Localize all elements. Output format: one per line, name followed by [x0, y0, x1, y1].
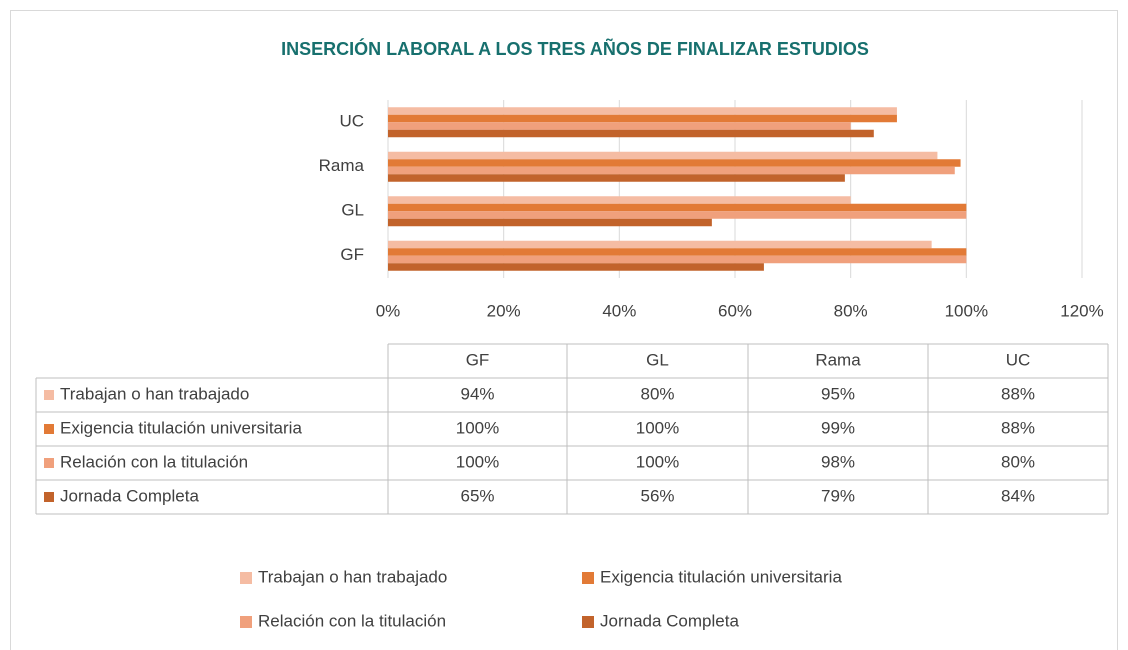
bar	[388, 174, 845, 182]
y-tick-label: GL	[341, 201, 364, 220]
bar	[388, 107, 897, 115]
table-cell: 88%	[1001, 418, 1035, 437]
bar	[388, 218, 712, 227]
y-tick-label: UC	[339, 112, 364, 131]
x-tick-label: 120%	[1060, 301, 1103, 320]
legend-key	[44, 424, 54, 434]
x-tick-label: 60%	[718, 301, 752, 320]
legend-label: Relación con la titulación	[258, 611, 446, 630]
table-cell: 80%	[1001, 452, 1035, 471]
bar	[388, 114, 897, 123]
bar	[388, 166, 955, 175]
bar	[388, 203, 967, 212]
x-tick-label: 40%	[602, 301, 636, 320]
table-header: Rama	[815, 350, 861, 369]
table-cell: 56%	[640, 486, 674, 505]
x-tick-label: 80%	[834, 301, 868, 320]
table-row-label: Jornada Completa	[60, 486, 199, 505]
table-cell: 100%	[456, 452, 499, 471]
table-header: UC	[1006, 350, 1031, 369]
table-cell: 98%	[821, 452, 855, 471]
chart-title: INSERCIÓN LABORAL A LOS TRES AÑOS DE FIN…	[281, 38, 869, 59]
bar	[388, 211, 967, 219]
table-cell: 80%	[640, 384, 674, 403]
table-cell: 95%	[821, 384, 855, 403]
table-header: GL	[646, 350, 669, 369]
legend-key	[240, 572, 252, 584]
table-header: GF	[466, 350, 490, 369]
legend-label: Trabajan o han trabajado	[258, 567, 447, 586]
table-row-label: Relación con la titulación	[60, 452, 248, 471]
legend-label: Exigencia titulación universitaria	[600, 567, 842, 586]
bar	[388, 263, 764, 271]
table-cell: 94%	[460, 384, 494, 403]
y-tick-label: Rama	[319, 156, 365, 175]
chart-border	[10, 10, 1118, 650]
bar	[388, 159, 961, 167]
table-cell: 65%	[460, 486, 494, 505]
x-tick-label: 100%	[945, 301, 988, 320]
table-row-label: Exigencia titulación universitaria	[60, 418, 302, 437]
legend-key	[582, 572, 594, 584]
bar	[388, 240, 932, 249]
legend-label: Jornada Completa	[600, 611, 739, 630]
table-cell: 100%	[456, 418, 499, 437]
table-cell: 100%	[636, 452, 679, 471]
legend-key	[240, 616, 252, 628]
x-tick-label: 20%	[487, 301, 521, 320]
bar	[388, 129, 874, 138]
legend-key	[582, 616, 594, 628]
table-cell: 100%	[636, 418, 679, 437]
bar	[388, 255, 967, 264]
bar	[388, 196, 851, 204]
table-cell: 99%	[821, 418, 855, 437]
y-tick-label: GF	[340, 245, 364, 264]
legend-key	[44, 492, 54, 502]
x-tick-label: 0%	[376, 301, 401, 320]
table-cell: 84%	[1001, 486, 1035, 505]
legend-key	[44, 390, 54, 400]
bar	[388, 122, 851, 130]
table-row-label: Trabajan o han trabajado	[60, 384, 249, 403]
bar	[388, 151, 938, 160]
table-cell: 79%	[821, 486, 855, 505]
table-cell: 88%	[1001, 384, 1035, 403]
bar	[388, 248, 967, 256]
legend-key	[44, 458, 54, 468]
